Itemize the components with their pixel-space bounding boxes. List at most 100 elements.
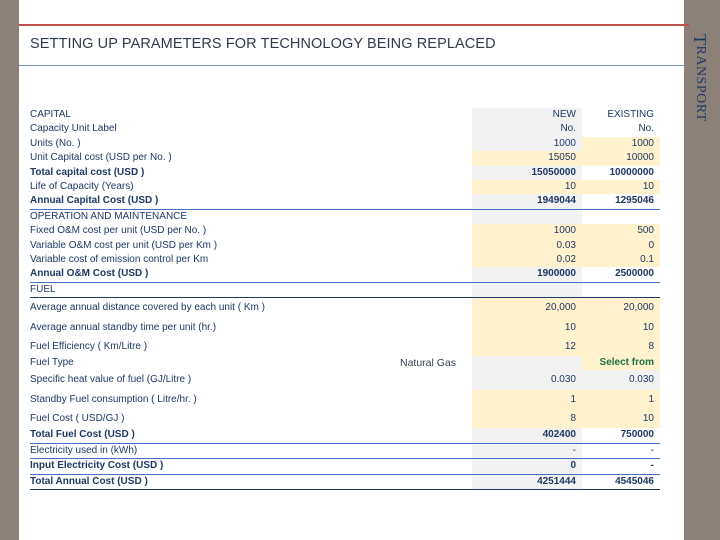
existing-value[interactable]: 0 [582, 238, 660, 253]
existing-value: 2500000 [615, 268, 654, 280]
table-row: Average annual standby time per unit (hr… [30, 318, 660, 339]
existing-value[interactable]: 10 [582, 410, 660, 429]
new-value: 0.030 [472, 370, 582, 391]
title-rule [19, 65, 684, 66]
table-row: Total capital cost (USD ) 15050000 10000… [30, 165, 660, 180]
empty-cell [472, 209, 582, 225]
header-row: CAPITAL NEW EXISTING [30, 108, 660, 123]
row-label: Annual O&M Cost (USD ) [30, 268, 149, 280]
row-label: Total Annual Cost (USD ) [30, 475, 148, 487]
right-decor-bar [684, 0, 720, 540]
table-row: Fuel Efficiency ( Km/Litre ) 12 8 [30, 338, 660, 357]
row-label: Capacity Unit Label [30, 123, 117, 135]
section-row: FUEL [30, 282, 660, 299]
row-label: Annual Capital Cost (USD ) [30, 195, 159, 207]
row-label: Unit Capital cost (USD per No. ) [30, 152, 172, 164]
parameter-sheet: CAPITAL NEW EXISTING Capacity Unit Label… [30, 108, 660, 491]
row-label: Fuel Type [30, 357, 74, 369]
table-row: Annual O&M Cost (USD ) 1900000 2500000 [30, 267, 660, 283]
empty-cell [472, 282, 582, 298]
existing-value[interactable]: 20,000 [582, 298, 660, 319]
new-value[interactable]: 0.02 [472, 252, 582, 268]
row-label: Specific heat value of fuel (GJ/Litre ) [30, 374, 192, 386]
capital-section-label: CAPITAL [30, 109, 71, 120]
new-value[interactable]: 20,000 [472, 298, 582, 319]
new-value: 1900000 [472, 267, 582, 282]
table-row: Total Annual Cost (USD ) 4251444 4545046 [30, 474, 660, 491]
table-row: Variable O&M cost per unit (USD per Km )… [30, 238, 660, 253]
existing-value: 1295046 [615, 195, 654, 207]
new-value[interactable]: 12 [472, 338, 582, 357]
existing-value[interactable]: 1000 [582, 136, 660, 152]
new-value[interactable]: 15050 [472, 151, 582, 166]
new-value[interactable]: 0.03 [472, 238, 582, 253]
table-row: Units (No. ) 1000 1000 [30, 136, 660, 152]
new-value: 15050000 [472, 165, 582, 180]
existing-value[interactable]: 0.1 [582, 252, 660, 268]
table-row: Variable cost of emission control per Km… [30, 252, 660, 268]
left-decor-bar [0, 0, 19, 540]
existing-value[interactable]: 1 [582, 390, 660, 411]
row-label: Units (No. ) [30, 137, 81, 149]
side-label-initial: T [690, 34, 710, 46]
om-section-label: OPERATION AND MAINTENANCE [30, 210, 188, 222]
table-row: Life of Capacity (Years) 10 10 [30, 179, 660, 195]
existing-value: 750000 [620, 429, 654, 441]
table-row: Average annual distance covered by each … [30, 298, 660, 319]
row-label: Total capital cost (USD ) [30, 166, 145, 178]
fuel-section-label: FUEL [30, 283, 56, 295]
new-value[interactable]: 1000 [472, 136, 582, 152]
row-label: Average annual standby time per unit (hr… [30, 322, 217, 334]
new-value: - [472, 443, 582, 459]
row-label: Fuel Efficiency ( Km/Litre ) [30, 341, 148, 353]
existing-value: No. [638, 123, 654, 135]
new-value: 402400 [472, 428, 582, 443]
existing-value: - [650, 444, 654, 456]
fuel-type-value[interactable]: Natural Gas [400, 357, 457, 370]
existing-value[interactable]: 10 [582, 318, 660, 339]
existing-column-header: EXISTING [607, 109, 654, 120]
new-value[interactable]: 10 [472, 179, 582, 195]
row-label: Average annual distance covered by each … [30, 302, 265, 314]
existing-value[interactable]: 10 [582, 179, 660, 195]
existing-value[interactable]: 8 [582, 338, 660, 357]
table-row: Capacity Unit Label No. No. [30, 122, 660, 137]
new-value: No. [472, 122, 582, 137]
new-value[interactable]: 10 [472, 318, 582, 339]
side-label-rest: RANSPORT [693, 45, 708, 122]
table-row: Standby Fuel consumption ( Litre/hr. ) 1… [30, 390, 660, 411]
row-label: Variable cost of emission control per Km [30, 253, 209, 265]
table-row: Total Fuel Cost (USD ) 402400 750000 [30, 428, 660, 444]
new-value[interactable]: 1000 [472, 224, 582, 239]
table-row: Fuel Type Natural Gas Select from dropdo… [30, 356, 660, 382]
row-label: Total Fuel Cost (USD ) [30, 429, 135, 441]
row-label: Standby Fuel consumption ( Litre/hr. ) [30, 394, 197, 406]
new-value: 1949044 [472, 194, 582, 209]
fuel-type-dropdown[interactable]: Select from dropdown [582, 356, 660, 382]
row-label: Electricity used in (kWh) [30, 444, 138, 456]
existing-value[interactable]: 10000 [582, 151, 660, 166]
table-row: Unit Capital cost (USD per No. ) 15050 1… [30, 151, 660, 166]
accent-line [19, 24, 689, 26]
new-value[interactable]: 8 [472, 410, 582, 429]
row-label: Fuel Cost ( USD/GJ ) [30, 413, 125, 425]
table-row: Fixed O&M cost per unit (USD per No. ) 1… [30, 224, 660, 239]
empty-cell [472, 356, 582, 371]
existing-value: 10000000 [609, 166, 655, 178]
page-title: SETTING UP PARAMETERS FOR TECHNOLOGY BEI… [30, 36, 496, 52]
existing-value[interactable]: 500 [582, 224, 660, 239]
table-row: Electricity used in (kWh) - - [30, 443, 660, 460]
new-value: 0 [472, 459, 582, 474]
new-value[interactable]: 1 [472, 390, 582, 411]
section-row: OPERATION AND MAINTENANCE [30, 209, 660, 225]
row-label: Variable O&M cost per unit (USD per Km ) [30, 239, 218, 251]
row-label: Input Electricity Cost (USD ) [30, 460, 164, 472]
section-side-label: TRANSPORT [690, 34, 710, 126]
new-column-header: NEW [472, 108, 582, 123]
existing-value: - [650, 460, 654, 472]
row-label: Fixed O&M cost per unit (USD per No. ) [30, 225, 207, 237]
existing-value: 0.030 [582, 370, 660, 391]
table-row: Annual Capital Cost (USD ) 1949044 12950… [30, 194, 660, 210]
table-row: Fuel Cost ( USD/GJ ) 8 10 [30, 410, 660, 429]
existing-value: 4545046 [615, 475, 654, 487]
